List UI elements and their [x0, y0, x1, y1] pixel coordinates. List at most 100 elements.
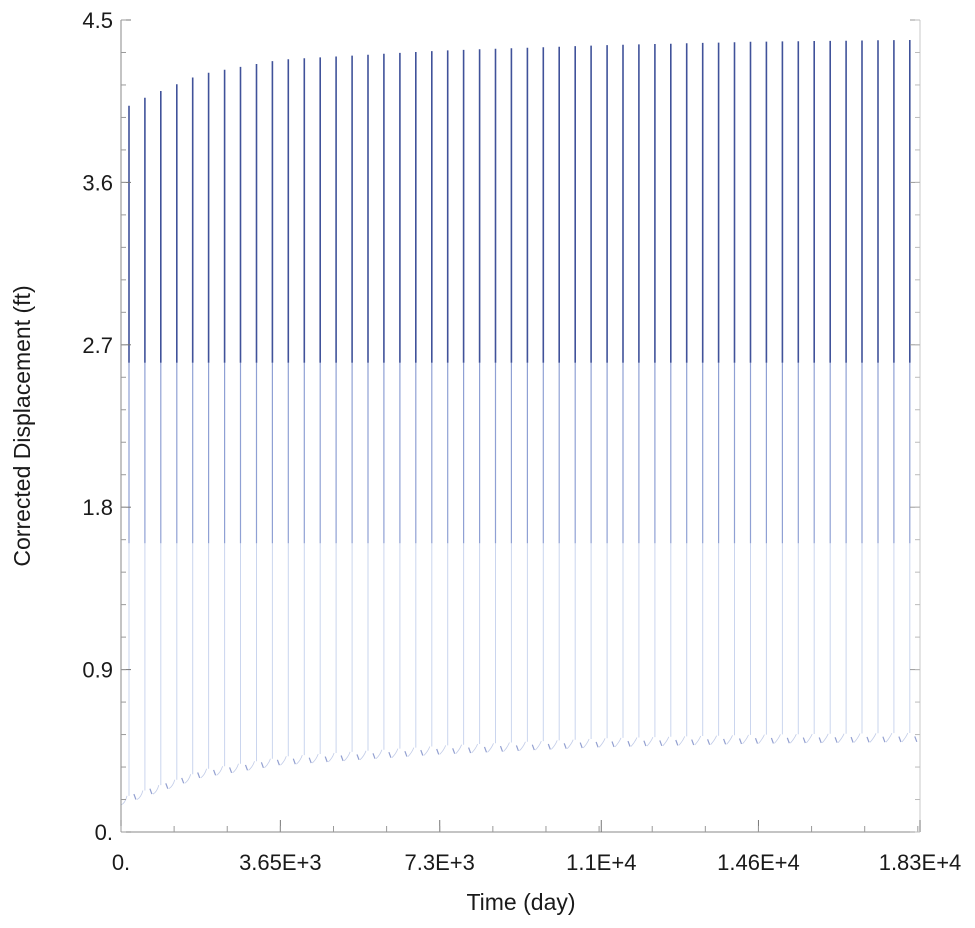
- cycle-trough-marker: [499, 745, 504, 752]
- cycle-trough-curve: [869, 733, 877, 743]
- cycle-trough-curve: [311, 753, 319, 764]
- cycle-trough-marker: [802, 737, 806, 744]
- cycle-trough-curve: [471, 743, 478, 754]
- cycle-trough-curve: [343, 751, 351, 762]
- cycle-trough-curve: [152, 784, 160, 795]
- cycle-trough-marker: [723, 738, 727, 745]
- cycle-trough-curve: [200, 768, 207, 779]
- cycle-trough-marker: [770, 737, 774, 744]
- x-axis-title: Time (day): [466, 889, 575, 915]
- cycle-trough-marker: [707, 739, 711, 745]
- cycle-trough-marker: [197, 772, 201, 779]
- cycle-trough-marker: [786, 737, 790, 744]
- cycle-trough-marker: [260, 762, 264, 769]
- cycle-trough-marker: [420, 749, 424, 756]
- cycle-trough-curve: [216, 766, 223, 776]
- x-tick-label: 1.1E+4: [566, 850, 636, 875]
- cycle-trough-curve: [407, 747, 415, 757]
- series-0: [120, 40, 918, 806]
- cycle-trough-marker: [388, 751, 392, 758]
- cycle-trough-curve: [726, 735, 733, 745]
- cycle-trough-marker: [356, 754, 360, 761]
- cycle-trough-curve: [806, 733, 813, 744]
- cycle-trough-marker: [340, 755, 344, 762]
- cycle-trough-marker: [276, 759, 280, 766]
- cycle-trough-marker: [165, 783, 169, 789]
- cycle-trough-curve: [646, 736, 654, 747]
- cycle-trough-curve: [503, 742, 510, 752]
- ticks-layer: [120, 19, 921, 833]
- cycle-trough-curve: [790, 734, 797, 744]
- cycle-trough-curve: [837, 733, 845, 743]
- cycle-trough-curve: [455, 744, 462, 754]
- cycle-trough-marker: [675, 739, 679, 746]
- cycle-trough-curve: [710, 735, 717, 745]
- y-tick-label: 2.7: [82, 333, 113, 358]
- cycle-trough-curve: [885, 732, 893, 743]
- y-tick-label: 3.6: [82, 170, 113, 195]
- cycle-trough-curve: [774, 734, 781, 744]
- cycle-trough-curve: [614, 737, 622, 748]
- cycle-trough-curve: [232, 763, 239, 774]
- cycle-trough-curve: [853, 733, 861, 743]
- cycle-trough-curve: [184, 774, 192, 784]
- cycle-trough-curve: [391, 748, 399, 758]
- cycle-trough-curve: [248, 761, 255, 771]
- y-tick-label: 4.5: [82, 8, 113, 33]
- cycle-trough-marker: [898, 736, 902, 743]
- cycle-trough-marker: [547, 743, 551, 750]
- y-tick-label: 0.9: [82, 658, 113, 683]
- cycle-trough-marker: [611, 741, 615, 748]
- cycle-trough-curve: [120, 795, 128, 806]
- cycle-trough-marker: [659, 740, 663, 747]
- cycle-trough-marker: [882, 736, 886, 743]
- cycle-trough-marker: [850, 736, 854, 743]
- series-layer: [120, 40, 918, 806]
- cycle-trough-marker: [372, 753, 376, 759]
- cycle-trough-marker: [579, 742, 583, 749]
- cycle-trough-curve: [551, 740, 558, 750]
- y-axis-title: Corrected Displacement (ft): [9, 285, 35, 566]
- cycle-trough-marker: [308, 757, 312, 764]
- y-tick-label: 0.: [95, 820, 113, 845]
- cycle-trough-curve: [630, 737, 638, 747]
- x-tick-label: 0.: [112, 850, 130, 875]
- cycle-trough-curve: [439, 745, 447, 755]
- cycle-trough-curve: [487, 743, 494, 753]
- cycle-trough-marker: [738, 738, 743, 745]
- cycle-trough-marker: [324, 756, 328, 763]
- x-tick-label: 1.83E+4: [879, 850, 962, 875]
- cycle-trough-curve: [566, 739, 574, 749]
- cycle-trough-marker: [818, 737, 822, 744]
- cycle-trough-marker: [452, 748, 456, 754]
- cycle-trough-curve: [678, 736, 686, 746]
- cycle-trough-marker: [834, 737, 838, 743]
- cycle-trough-curve: [758, 734, 765, 744]
- cycle-trough-curve: [582, 738, 590, 749]
- cycle-trough-curve: [136, 790, 144, 800]
- cycle-trough-marker: [468, 747, 472, 754]
- x-tick-label: 1.46E+4: [717, 850, 800, 875]
- cycle-trough-marker: [404, 750, 408, 757]
- cycle-trough-curve: [742, 734, 749, 745]
- cycle-trough-marker: [866, 736, 870, 743]
- cycle-trough-marker: [229, 767, 233, 774]
- cycle-trough-curve: [901, 732, 909, 743]
- cycle-trough-curve: [375, 749, 383, 759]
- cycle-trough-marker: [483, 746, 488, 753]
- cycle-trough-curve: [168, 779, 176, 790]
- cycle-trough-curve: [694, 735, 702, 746]
- x-tick-label: 7.3E+3: [405, 850, 475, 875]
- cycle-trough-marker: [627, 740, 631, 747]
- cycle-trough-curve: [296, 754, 303, 765]
- cycle-trough-marker: [691, 739, 695, 746]
- cycle-trough-curve: [280, 756, 287, 766]
- cycle-trough-marker: [754, 737, 759, 744]
- cycle-trough-marker: [181, 777, 185, 784]
- cycle-trough-curve: [519, 741, 526, 752]
- cycle-trough-marker: [244, 764, 249, 771]
- cycle-trough-marker: [563, 743, 567, 749]
- cycle-trough-curve: [327, 752, 335, 763]
